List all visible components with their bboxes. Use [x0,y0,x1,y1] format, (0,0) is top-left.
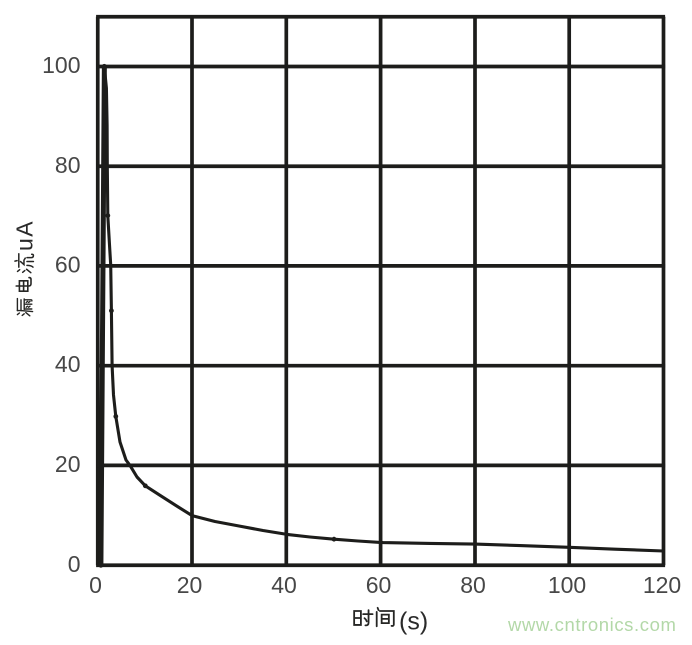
svg-text:100: 100 [42,52,80,78]
svg-text:80: 80 [55,152,81,178]
svg-text:60: 60 [366,572,392,598]
svg-text:0: 0 [68,551,81,577]
svg-text:100: 100 [548,572,586,598]
svg-text:(s): (s) [399,608,428,636]
svg-text:20: 20 [55,451,81,477]
svg-text:80: 80 [460,572,486,598]
svg-text:60: 60 [55,251,81,277]
svg-text:120: 120 [643,572,681,598]
svg-text:www.cntronics.com: www.cntronics.com [507,614,677,635]
svg-text:0: 0 [89,572,102,598]
svg-text:40: 40 [271,572,297,598]
svg-text:20: 20 [177,572,203,598]
svg-text:uA: uA [12,220,38,251]
svg-text:40: 40 [55,351,81,377]
